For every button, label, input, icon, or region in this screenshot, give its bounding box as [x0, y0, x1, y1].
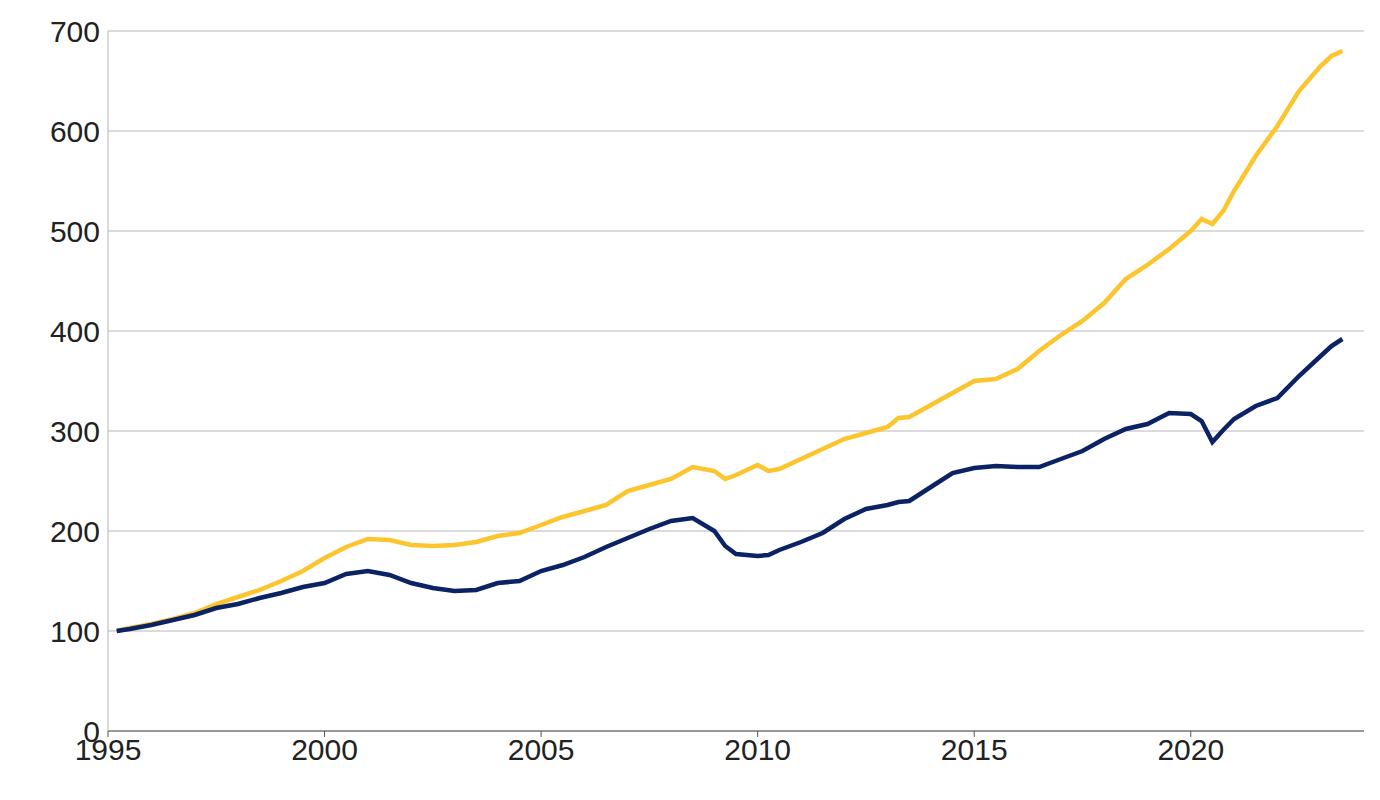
svg-text:1995: 1995: [74, 733, 142, 767]
svg-text:500: 500: [50, 215, 100, 248]
svg-text:2020: 2020: [1157, 733, 1224, 766]
svg-text:300: 300: [50, 415, 100, 448]
svg-text:600: 600: [50, 115, 100, 148]
svg-text:200: 200: [50, 515, 100, 548]
svg-text:2000: 2000: [291, 733, 358, 766]
svg-text:2015: 2015: [941, 733, 1008, 766]
svg-text:400: 400: [50, 315, 100, 348]
svg-text:0: 0: [83, 715, 100, 748]
svg-text:2005: 2005: [508, 733, 575, 766]
svg-text:2010: 2010: [724, 733, 791, 766]
svg-text:100: 100: [50, 615, 100, 648]
svg-text:700: 700: [50, 15, 100, 48]
